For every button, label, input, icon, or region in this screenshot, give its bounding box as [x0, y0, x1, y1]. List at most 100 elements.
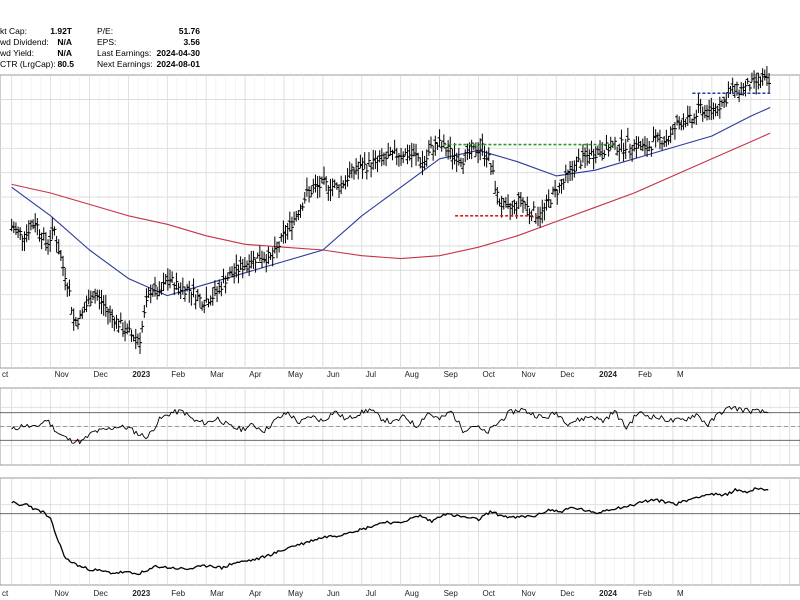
- price-bars: [9, 66, 772, 354]
- price-bar: [429, 136, 434, 149]
- price-bar: [277, 241, 282, 253]
- price-bar: [345, 168, 350, 187]
- price-bar: [401, 151, 406, 164]
- price-bar: [116, 318, 121, 333]
- price-bar: [324, 176, 329, 192]
- x-tick-label: Jul: [366, 370, 376, 379]
- info-panel: kt Cap: 1.92T wd Dividend: N/A wd Yield:…: [0, 26, 200, 69]
- price-bar: [576, 148, 581, 163]
- price-bar: [619, 129, 624, 152]
- price-bar: [67, 279, 72, 297]
- price-bar: [253, 258, 258, 273]
- x-tick-label: Dec: [93, 370, 107, 379]
- info-label-last-earnings: Last Earnings:: [97, 48, 151, 58]
- x-tick-label: Feb: [171, 370, 185, 379]
- price-bar: [767, 73, 772, 93]
- price-bar: [84, 295, 89, 312]
- x-tick-label: Mar: [210, 370, 224, 379]
- price-bar: [698, 98, 703, 114]
- x-tick-label: Nov: [521, 370, 535, 379]
- price-bar: [289, 216, 294, 241]
- x-tick-label: Aug: [405, 370, 419, 379]
- price-bar: [548, 199, 553, 209]
- x-tick-label: Jun: [327, 589, 340, 598]
- price-bar: [225, 272, 230, 281]
- price-bar: [317, 175, 322, 198]
- price-bar: [604, 134, 609, 150]
- price-bar: [63, 267, 68, 291]
- price-bar: [717, 96, 722, 119]
- price-bar: [649, 146, 654, 157]
- x-tick-label: May: [288, 589, 303, 598]
- price-bar: [223, 275, 228, 294]
- price-bar: [182, 286, 187, 302]
- rsi-line: [11, 405, 769, 445]
- price-bar: [26, 220, 31, 241]
- price-bar: [593, 146, 598, 164]
- x-tick-label: Nov: [55, 370, 69, 379]
- price-bar: [486, 147, 491, 162]
- price-bar: [734, 81, 739, 96]
- info-label-mkt-cap: kt Cap:: [0, 26, 27, 36]
- price-bar: [694, 109, 699, 125]
- price-bar: [170, 271, 175, 283]
- price-bar: [747, 84, 752, 92]
- price-bar: [18, 227, 23, 240]
- x-tick-label: Jul: [366, 589, 376, 598]
- x-tick-label: Sep: [444, 589, 459, 598]
- price-bar: [144, 288, 149, 308]
- price-bar: [521, 197, 526, 214]
- price-bar: [578, 160, 583, 170]
- x-tick-label: Feb: [171, 589, 185, 598]
- info-value-sctr: 80.5: [57, 59, 74, 69]
- info-label-fwd-dividend: wd Dividend:: [0, 37, 49, 47]
- ma-short-line: [11, 106, 771, 297]
- info-value-pe: 51.76: [179, 26, 201, 36]
- x-tick-label: Apr: [249, 370, 262, 379]
- price-bar: [437, 129, 442, 147]
- price-bar: [103, 294, 108, 317]
- x-tick-label: Dec: [560, 589, 574, 598]
- x-tick-label: M: [677, 589, 684, 598]
- x-tick-label: Dec: [93, 589, 107, 598]
- price-bar: [587, 149, 592, 164]
- price-bar: [657, 129, 662, 150]
- price-bar: [219, 281, 224, 297]
- price-bar: [606, 143, 611, 157]
- x-tick-label: Apr: [249, 589, 262, 598]
- price-bar: [210, 287, 215, 306]
- price-bar: [561, 178, 566, 190]
- price-bar: [118, 312, 123, 324]
- price-bar: [202, 299, 207, 314]
- info-label-sctr: CTR (LrgCap):: [0, 59, 56, 69]
- info-value-mkt-cap: 1.92T: [50, 26, 73, 36]
- price-bar: [110, 309, 115, 328]
- price-bar: [572, 160, 577, 178]
- price-bar: [153, 276, 158, 297]
- price-bar: [491, 160, 496, 175]
- price-bar: [424, 149, 429, 167]
- price-bar: [302, 191, 307, 204]
- price-bar: [236, 264, 241, 284]
- x-tick-label: Sep: [444, 370, 459, 379]
- relative-strength-line: [11, 487, 769, 576]
- price-bar: [495, 186, 500, 205]
- x-tick-label: May: [288, 370, 303, 379]
- price-bar: [461, 157, 466, 175]
- info-value-fwd-yield: N/A: [57, 48, 72, 58]
- price-bar: [360, 157, 365, 179]
- info-value-eps: 3.56: [183, 37, 200, 47]
- info-label-next-earnings: Next Earnings:: [97, 59, 153, 69]
- info-label-fwd-yield: wd Yield:: [0, 48, 34, 58]
- x-tick-label: 2023: [132, 370, 150, 379]
- price-bar: [52, 226, 57, 236]
- x-tick-label: Jun: [327, 370, 340, 379]
- price-bar: [48, 230, 53, 252]
- price-bar: [687, 106, 692, 123]
- ma-long-line: [11, 132, 771, 260]
- price-bar: [251, 250, 256, 269]
- price-bar: [138, 332, 143, 354]
- price-bar: [743, 80, 748, 97]
- price-bar: [270, 247, 275, 267]
